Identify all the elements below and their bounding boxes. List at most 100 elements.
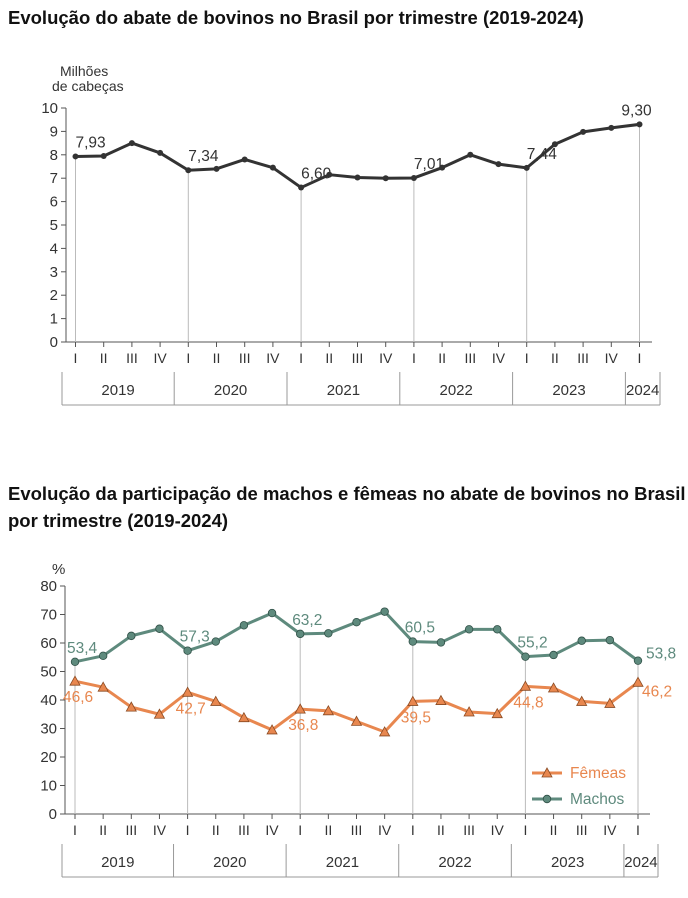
chart2-ytick-label: 40 [40, 692, 57, 709]
chart2-series-fmeas-point [632, 676, 644, 687]
chart2-ytick-label: 70 [40, 607, 57, 624]
chart2-quarter-label: IV [265, 822, 279, 838]
chart2-series-machos-point [380, 607, 389, 616]
chart2-quarter-label: III [351, 822, 363, 838]
chart2-machos-data-label: 53,4 [67, 640, 98, 657]
chart2-series-fmeas-point [97, 681, 109, 692]
chart2-quarter-label: IV [603, 822, 617, 838]
chart2-series-fmeas-point [322, 705, 335, 716]
legend-femeas-marker [541, 767, 553, 778]
chart1-quarter-label: II [213, 350, 221, 366]
chart2-series-fmeas-point [604, 697, 616, 708]
chart2-femeas-data-label: 46,6 [63, 689, 93, 706]
chart2-ytick-label: 20 [40, 749, 57, 766]
chart2-quarter-label: III [125, 822, 137, 838]
chart2-series-machos-point [98, 651, 108, 661]
chart2-femeas-data-label: 42,7 [176, 700, 206, 717]
legend-femeas-label: Fêmeas [570, 765, 626, 782]
chart1-ytick-label: 9 [50, 123, 58, 140]
chart1-ytick-label: 10 [41, 100, 58, 117]
chart2-quarter-label: IV [153, 822, 167, 838]
chart2-year-label: 2022 [438, 854, 471, 871]
chart2-series-fmeas-point [547, 682, 560, 693]
chart1-series-abate-point [495, 161, 502, 168]
chart2-series-machos-point [155, 624, 164, 633]
chart2-series-fmeas-point [463, 706, 475, 717]
chart-1-title: Evolução do abate de bovinos no Brasil p… [8, 7, 584, 28]
chart1-year-label: 2021 [327, 382, 360, 399]
chart1-ytick-label: 6 [50, 194, 58, 211]
chart2-series-machos-point [436, 638, 446, 647]
chart1-quarter-label: III [126, 350, 138, 366]
chart1-series-abate-point [523, 164, 530, 171]
chart1-data-label: 6,60 [301, 166, 332, 183]
chart1-series-abate-point [213, 165, 220, 172]
chart2-femeas-data-label: 39,5 [401, 709, 431, 726]
chart2-ytick-label: 30 [40, 721, 57, 738]
chart2-series-machos-point [549, 650, 558, 660]
chart1-ytick-label: 2 [50, 287, 58, 304]
chart2-quarter-label: II [324, 822, 332, 838]
chart2-femeas-data-label: 46,2 [642, 683, 672, 700]
chart2-ytick-label: 60 [40, 635, 57, 652]
chart1-ylabel-line2: de cabeças [52, 78, 124, 94]
chart1-quarter-label: I [525, 350, 529, 366]
chart1-ytick-label: 1 [50, 311, 58, 328]
chart2-quarter-label: III [238, 822, 250, 838]
chart1-quarter-label: III [577, 350, 589, 366]
chart1-ytick-label: 3 [50, 264, 58, 281]
chart1-series-abate-point [354, 174, 361, 181]
chart2-year-label: 2021 [326, 854, 359, 871]
chart2-series-machos-point [633, 656, 643, 665]
chart2-femeas-data-label: 44,8 [513, 694, 543, 711]
chart2-machos-data-label: 55,2 [517, 635, 547, 652]
chart1-series-abate-point [298, 184, 305, 191]
chart2-series-fmeas-point [350, 715, 363, 726]
chart2-series-machos-point [521, 652, 530, 661]
chart1-year-label: 2019 [101, 382, 134, 399]
chart2-machos-data-label: 60,5 [405, 620, 435, 637]
chart2-machos-data-label: 53,8 [646, 646, 676, 663]
chart1-ytick-label: 7 [50, 170, 58, 187]
chart1-quarter-label: III [464, 350, 476, 366]
chart1-series-abate-point [410, 174, 417, 181]
chart1-series-abate-point [185, 167, 192, 174]
chart2-quarter-label: I [411, 822, 415, 838]
chart2-series-fmeas-point [125, 701, 137, 712]
chart2-series-fmeas-point [266, 724, 278, 735]
chart2-series-fmeas-point [519, 680, 532, 691]
chart2-year-label: 2020 [213, 854, 246, 871]
chart2-quarter-label: II [437, 822, 445, 838]
chart2-ytick-label: 10 [40, 778, 57, 795]
chart2-year-label: 2024 [624, 854, 657, 871]
chart1-ytick-label: 4 [50, 240, 58, 257]
chart2-series-fmeas-point [407, 695, 419, 706]
chart1-quarter-label: I [638, 350, 642, 366]
chart2-series-machos-point [267, 608, 277, 618]
chart2-series-machos-point [324, 629, 333, 638]
chart2-series-machos-point [408, 637, 417, 646]
chart2-ylabel: % [52, 561, 65, 578]
chart2-quarter-label: I [298, 822, 302, 838]
chart2-series-fmeas-point [181, 686, 194, 697]
chart1-series-abate-point [326, 171, 333, 178]
chart1-quarter-label: IV [492, 350, 506, 366]
chart2-quarter-label: II [99, 822, 107, 838]
chart2-ytick-label: 50 [40, 664, 57, 681]
chart2-series-machos-point [127, 631, 136, 641]
chart1-ylabel-line1: Milhões [60, 63, 108, 79]
chart2-series-machos-point [577, 636, 586, 645]
chart2-series-machos-point [211, 637, 220, 646]
chart2-series-fmeas-point [435, 694, 447, 705]
chart1-series-abate-point [269, 164, 276, 171]
chart1-ytick-label: 0 [50, 334, 58, 351]
chart2-series-fmeas-point [210, 695, 222, 706]
chart2-series-machos-line [74, 610, 639, 664]
chart2-year-label: 2019 [101, 854, 134, 871]
chart1-ytick-label: 8 [50, 147, 58, 164]
chart1-year-label: 2022 [440, 382, 473, 399]
chart2-machos-data-label: 63,2 [292, 612, 322, 629]
chart2-series-fmeas-point [69, 675, 81, 686]
chart2-series-machos-point [464, 625, 474, 634]
chart1-series-abate-point [636, 121, 643, 128]
